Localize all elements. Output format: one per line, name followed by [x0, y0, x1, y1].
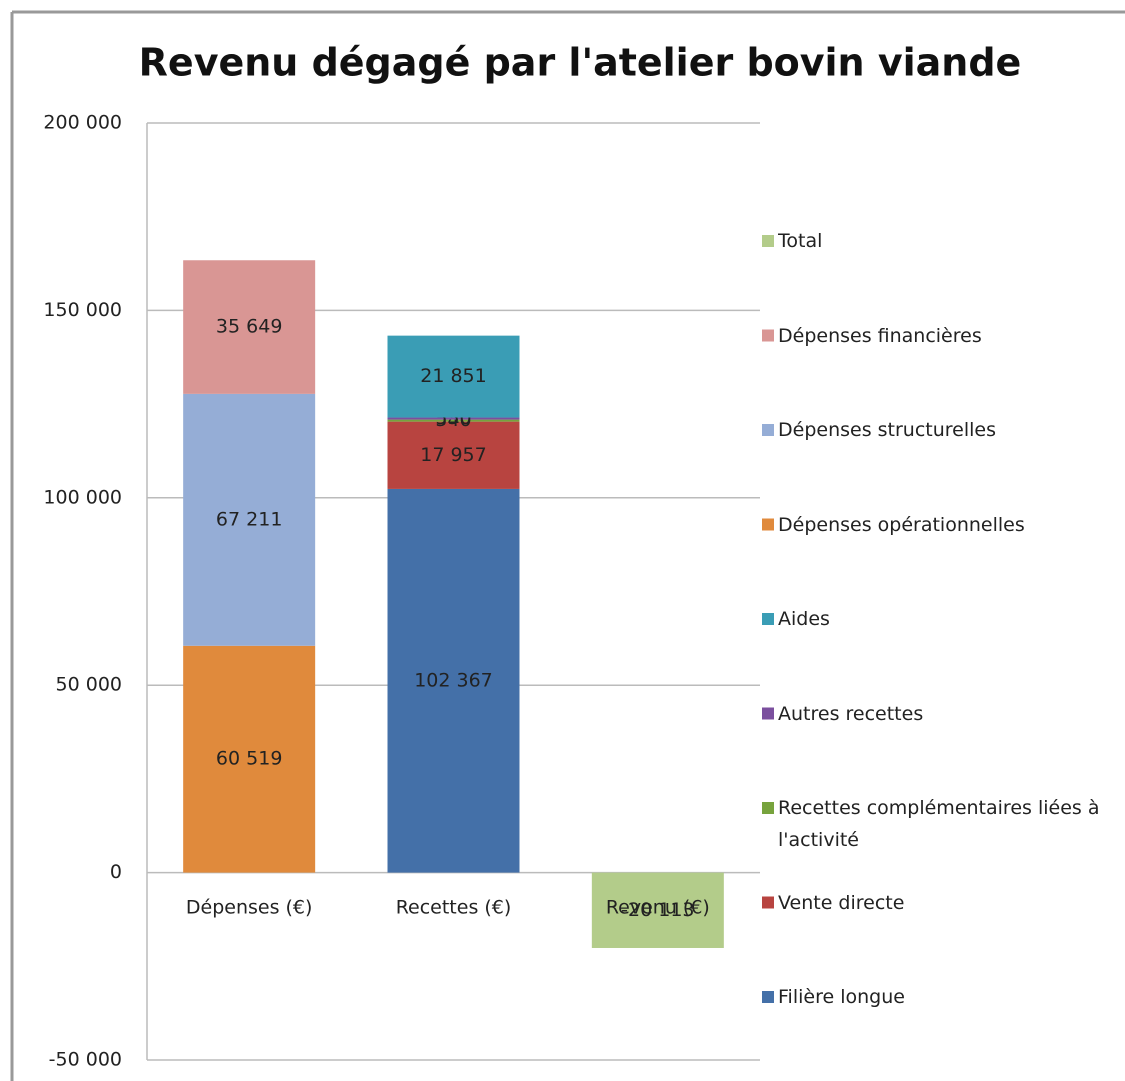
legend-swatch	[762, 518, 774, 531]
legend-item: Total	[778, 230, 823, 252]
legend-swatch	[762, 613, 774, 625]
y-tick-label: 0	[110, 861, 122, 883]
legend-label: Vente directe	[778, 891, 905, 914]
bar-segment	[387, 419, 520, 422]
x-tick-label: Recettes (€)	[396, 897, 512, 919]
legend-item: Dépenses opérationnelles	[778, 513, 1025, 536]
legend-item: Recettes complémentaires liées à l'activ…	[778, 797, 1100, 851]
value-label: 102 367	[414, 669, 493, 691]
bar-segment	[591, 872, 724, 948]
value-label: -20 113	[621, 899, 694, 921]
y-tick-label: 50 000	[56, 674, 122, 696]
value-label: 21 851	[420, 365, 486, 387]
bar-segment	[183, 393, 316, 646]
bar-segment	[387, 421, 520, 489]
y-tick-label: -50 000	[49, 1049, 122, 1071]
x-tick-label: Dépenses (€)	[186, 897, 313, 919]
chart-title: Revenu dégagé par l'atelier bovin viande	[139, 41, 1022, 85]
legend-label: Dépenses structurelles	[778, 419, 997, 441]
legend-swatch	[762, 991, 774, 1003]
legend-swatch	[762, 424, 774, 436]
bar-segment	[183, 260, 316, 394]
value-label: 17 957	[420, 444, 486, 466]
bar-segment	[387, 335, 520, 418]
legend-label: Dépenses financières	[778, 324, 982, 347]
legend-label: Dépenses opérationnelles	[778, 513, 1025, 536]
legend-item: Dépenses structurelles	[778, 419, 997, 441]
bar-segment	[387, 488, 520, 873]
legend-item: Autres recettes	[778, 702, 924, 725]
legend-item: Vente directe	[778, 891, 905, 914]
legend-swatch	[762, 802, 774, 814]
value-label: 67 211	[216, 508, 282, 530]
legend-label: Autres recettes	[778, 702, 924, 725]
legend-swatch	[762, 329, 774, 342]
bar-segment	[387, 417, 520, 420]
legend-swatch	[762, 707, 774, 720]
value-label: 60 519	[216, 748, 282, 770]
legend-swatch	[762, 235, 774, 247]
x-tick-label: Revenu (€)	[606, 897, 710, 919]
y-tick-label: 100 000	[43, 486, 122, 508]
y-tick-label: 200 000	[43, 112, 122, 134]
legend-item: Dépenses financières	[778, 324, 982, 347]
y-tick-label: 150 000	[43, 299, 122, 321]
bar-segment	[183, 645, 316, 873]
legend-label: Total	[778, 230, 823, 252]
legend-item: Filière longue	[778, 986, 905, 1008]
legend-label: Filière longue	[778, 986, 905, 1008]
legend-label: Aides	[778, 608, 830, 630]
value-label: 35 649	[216, 316, 282, 338]
legend-swatch	[762, 896, 774, 909]
legend-label: Recettes complémentaires liées à l'activ…	[778, 797, 1100, 851]
legend-item: Aides	[778, 608, 830, 630]
